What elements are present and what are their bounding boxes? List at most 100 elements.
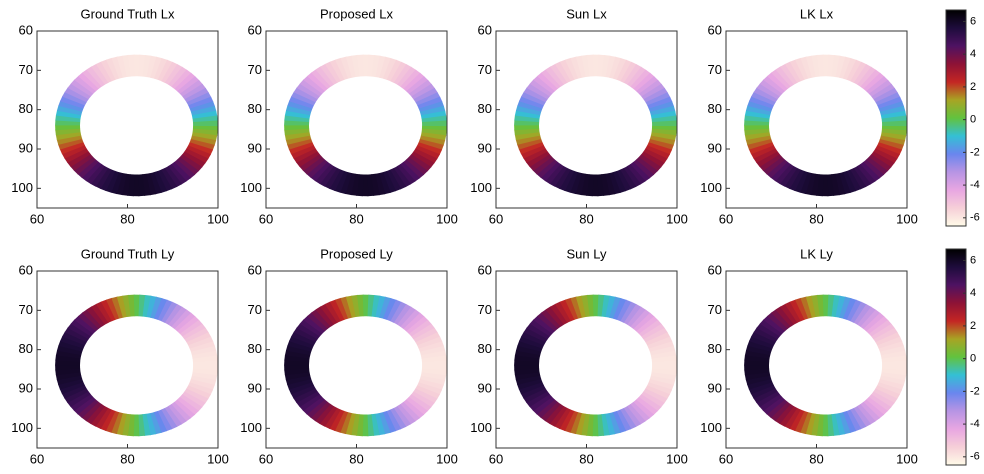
field-cell bbox=[871, 323, 896, 340]
x-tick-label: 60 bbox=[30, 211, 44, 226]
field-cell bbox=[526, 151, 550, 167]
field-cell bbox=[284, 350, 311, 359]
colorbar-tick-label: 4 bbox=[970, 48, 976, 60]
x-tick-label: 80 bbox=[809, 451, 823, 466]
field-cell bbox=[58, 100, 84, 112]
field-cell bbox=[520, 384, 546, 399]
field-cell bbox=[121, 173, 131, 196]
field-cell bbox=[817, 294, 825, 317]
field-cell bbox=[784, 407, 801, 429]
field-cell bbox=[61, 384, 87, 399]
field-cell bbox=[529, 319, 553, 337]
field-cell bbox=[284, 368, 310, 376]
field-cell bbox=[90, 405, 109, 427]
field-cell bbox=[540, 161, 561, 182]
field-cell bbox=[638, 154, 662, 172]
field-cell bbox=[110, 172, 123, 195]
field-cell bbox=[418, 379, 444, 391]
field-cell bbox=[879, 135, 906, 146]
x-tick-label: 100 bbox=[207, 451, 229, 466]
field-cell bbox=[340, 56, 353, 79]
field-cell bbox=[382, 171, 397, 193]
field-cell bbox=[419, 345, 446, 356]
field-cell bbox=[390, 301, 407, 324]
field-cell bbox=[753, 148, 778, 163]
field-cell bbox=[340, 296, 353, 319]
field-cell bbox=[846, 169, 862, 192]
panel-title: Sun Ly bbox=[567, 246, 607, 261]
field-cell bbox=[168, 306, 188, 327]
field-cell bbox=[834, 413, 846, 436]
field-cell bbox=[744, 110, 771, 119]
field-cell bbox=[105, 170, 120, 193]
field-cell bbox=[641, 83, 666, 100]
y-tick-label: 100 bbox=[240, 180, 262, 195]
field-cell bbox=[319, 165, 338, 187]
field-cell bbox=[532, 156, 555, 175]
field-cell bbox=[831, 295, 841, 318]
field-cell bbox=[382, 411, 397, 433]
field-cell bbox=[652, 120, 677, 127]
field-cell bbox=[386, 409, 402, 432]
field-cell bbox=[177, 316, 200, 335]
field-cell bbox=[575, 413, 586, 436]
field-cell bbox=[868, 394, 892, 412]
field-cell bbox=[643, 148, 668, 164]
field-cell bbox=[613, 58, 627, 80]
field-cell bbox=[100, 299, 116, 322]
field-cell bbox=[651, 368, 677, 376]
field-cell bbox=[413, 388, 438, 404]
field-cell bbox=[421, 368, 447, 376]
y-tick-label: 70 bbox=[19, 62, 33, 77]
field-cell bbox=[55, 110, 82, 119]
colorbar-tick-label: -4 bbox=[970, 418, 980, 430]
y-tick-label: 90 bbox=[708, 140, 722, 155]
field-cell bbox=[650, 132, 677, 141]
field-cell bbox=[570, 56, 583, 79]
field-cell bbox=[142, 295, 152, 318]
field-cell bbox=[422, 120, 447, 127]
field-cell bbox=[176, 397, 199, 416]
field-cell bbox=[596, 414, 605, 437]
field-cell bbox=[747, 340, 773, 352]
field-cell bbox=[879, 345, 906, 356]
field-cell bbox=[171, 69, 192, 90]
field-cell bbox=[554, 61, 572, 83]
field-cell bbox=[167, 404, 187, 425]
field-cell bbox=[873, 148, 898, 164]
field-cell bbox=[284, 364, 310, 371]
field-cell bbox=[411, 83, 436, 100]
field-cell bbox=[570, 296, 583, 319]
field-cell bbox=[623, 406, 642, 428]
field-cell bbox=[564, 170, 579, 193]
field-cell bbox=[846, 59, 862, 82]
field-cell bbox=[70, 153, 94, 171]
field-cell bbox=[645, 92, 671, 106]
field-cell bbox=[62, 331, 87, 346]
field-cell bbox=[645, 332, 671, 346]
field-cell bbox=[882, 120, 907, 127]
field-cell bbox=[335, 57, 349, 80]
field-cell bbox=[315, 306, 335, 327]
field-cell bbox=[863, 399, 885, 419]
field-cell bbox=[145, 413, 157, 436]
field-cell bbox=[575, 173, 586, 196]
field-cell bbox=[759, 79, 783, 97]
field-cell bbox=[647, 96, 673, 110]
field-cell bbox=[536, 399, 558, 418]
y-tick-label: 80 bbox=[708, 341, 722, 356]
field-cell bbox=[383, 298, 397, 320]
field-cell bbox=[400, 69, 421, 90]
field-cell bbox=[389, 168, 407, 190]
field-cell bbox=[182, 391, 206, 408]
y-tick-label: 80 bbox=[248, 101, 262, 116]
field-cell bbox=[517, 100, 543, 112]
field-cell bbox=[863, 312, 885, 332]
field-cell bbox=[190, 345, 217, 356]
field-cell bbox=[569, 412, 582, 435]
field-cell bbox=[339, 172, 352, 195]
field-cell bbox=[605, 55, 617, 78]
field-cell bbox=[188, 382, 214, 395]
field-cell bbox=[306, 399, 328, 418]
field-cell bbox=[396, 164, 416, 185]
